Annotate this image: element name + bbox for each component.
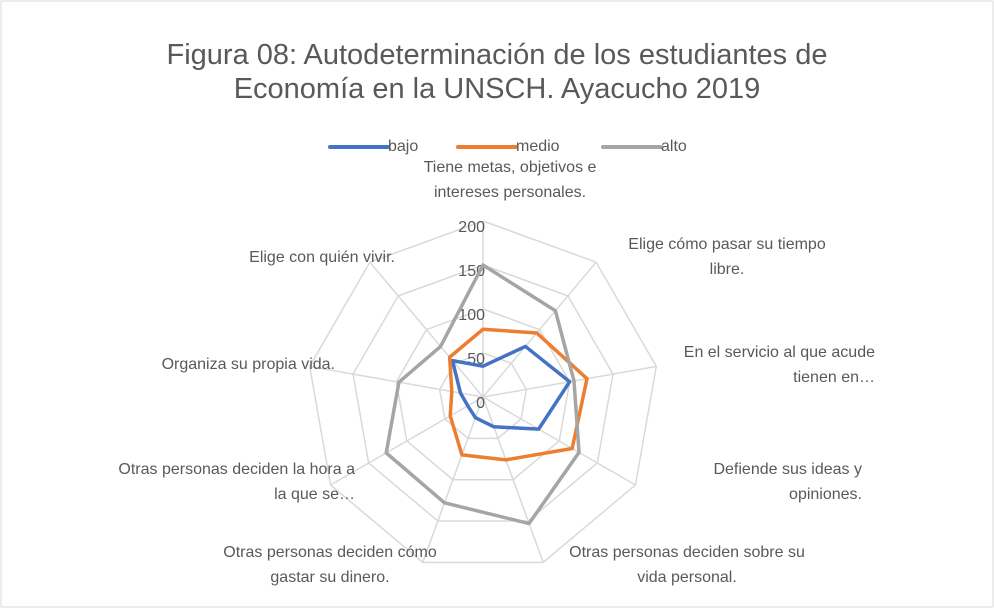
category-label: Organiza su propia vida. xyxy=(161,356,335,373)
category-label: En el servicio al que acude tienen en… xyxy=(683,344,875,386)
legend-label: medio xyxy=(516,138,560,155)
legend-label: alto xyxy=(661,138,687,155)
category-label: Otras personas deciden sobre su vida per… xyxy=(569,544,805,586)
category-label: Otras personas deciden la hora a la que … xyxy=(118,461,355,503)
spoke xyxy=(369,261,484,398)
chart-title: Figura 08: Autodeterminación de los estu… xyxy=(166,39,828,105)
grid-ring xyxy=(395,308,571,481)
spoke xyxy=(309,365,484,398)
series-line xyxy=(384,263,581,526)
category-label: Elige con quién vivir. xyxy=(249,249,395,266)
r-tick-label: 100 xyxy=(458,307,485,324)
r-tick-label: 200 xyxy=(458,219,485,236)
spoke xyxy=(330,396,484,486)
r-tick-label: 0 xyxy=(476,395,485,412)
category-label: Elige cómo pasar su tiempo libre. xyxy=(628,236,826,278)
grid-ring xyxy=(308,220,658,564)
spoke xyxy=(482,261,597,398)
spoke xyxy=(422,396,484,563)
spoke xyxy=(482,396,636,486)
series-line xyxy=(450,344,572,431)
grid-ring xyxy=(352,264,614,522)
legend-label: bajo xyxy=(388,138,418,155)
category-label: Tiene metas, objetivos e intereses perso… xyxy=(423,159,597,201)
grid-ring xyxy=(438,352,528,440)
category-label: Otras personas deciden cómo gastar su di… xyxy=(223,544,437,586)
category-label: Defiende sus ideas y opiniones. xyxy=(713,461,862,503)
series-line xyxy=(447,327,589,462)
